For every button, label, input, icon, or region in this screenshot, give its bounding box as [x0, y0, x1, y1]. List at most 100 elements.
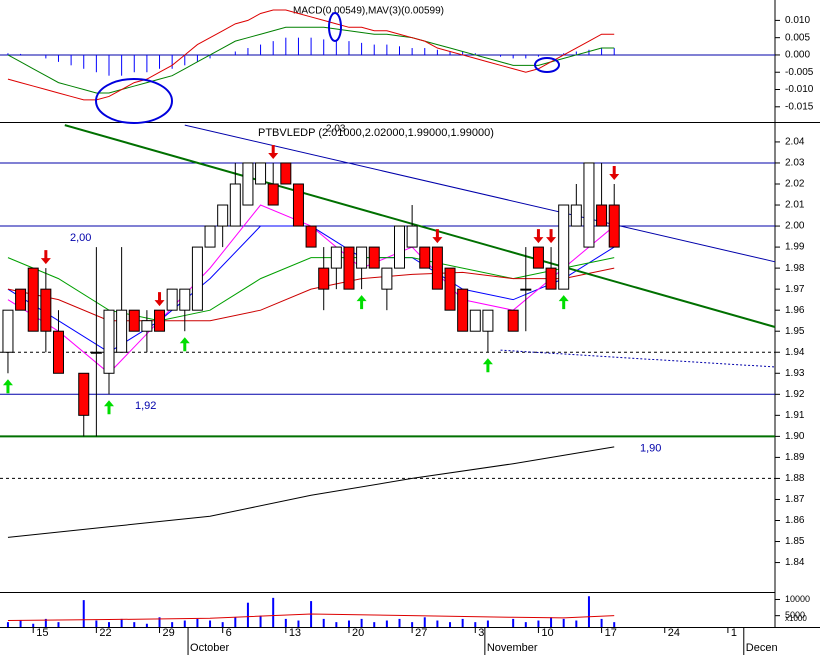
candle-body	[419, 246, 431, 269]
sell-arrow	[533, 229, 544, 244]
x-tick-label: 20	[352, 627, 364, 639]
candle-body	[255, 162, 267, 185]
chart-title: PTBVLEDP (2.01000,2.02000,1.99000,1.9900…	[258, 127, 494, 139]
y-tick-label: 2.00	[785, 221, 805, 232]
y-tick-label: 1.91	[785, 410, 805, 421]
y-tick-label: 1.95	[785, 326, 805, 337]
y-tick-label: 1.92	[785, 389, 805, 400]
level-label: 1,90	[640, 442, 661, 454]
plot-area: 2.04 2.03 2.02 2.01 2.00 1.99 1.98 1.97 1.96 1.95…	[0, 9, 814, 655]
candle-body	[280, 162, 292, 185]
trend-line	[64, 124, 776, 328]
buy-arrow	[482, 358, 493, 373]
sell-arrow	[546, 229, 557, 244]
y-tick-label: 2.01	[785, 200, 805, 211]
buy-arrow	[356, 295, 367, 310]
trend-line	[500, 349, 776, 368]
highlight-ellipse	[95, 78, 173, 124]
y-tick-label: 1.99	[785, 242, 805, 253]
trend-line	[184, 124, 776, 263]
y-tick-label: 5000	[785, 610, 805, 620]
buy-arrow	[2, 379, 13, 394]
y-tick-label: -0.015	[785, 101, 814, 112]
x-tick-label: 27	[415, 627, 427, 639]
buy-arrow	[558, 295, 569, 310]
month-label: Decen	[746, 642, 778, 654]
sell-arrow	[609, 165, 620, 180]
y-tick-label: 1.84	[785, 557, 805, 568]
candle-body	[583, 162, 595, 248]
candle-body	[52, 330, 64, 374]
candle-body	[393, 225, 405, 269]
candle-body	[204, 225, 216, 248]
candle-body	[267, 183, 279, 206]
buy-arrow	[179, 337, 190, 352]
sell-arrow	[268, 144, 279, 159]
candle-body	[305, 225, 317, 248]
candle-body	[154, 309, 166, 332]
macd-line	[7, 26, 615, 94]
candle-body	[27, 267, 39, 332]
sell-arrow	[154, 292, 165, 307]
candle-body	[507, 309, 519, 332]
y-tick-label: 1.88	[785, 473, 805, 484]
y-tick-label: 1.96	[785, 305, 805, 316]
moving-average	[7, 446, 615, 538]
x-tick-label: 10	[541, 627, 553, 639]
x-tick-label: 13	[289, 627, 301, 639]
y-tick-label: 1.87	[785, 494, 805, 505]
y-tick-label: 10000	[785, 594, 810, 604]
x-tick-label: 15	[36, 627, 48, 639]
candle-body	[520, 288, 532, 291]
candle-body	[217, 204, 229, 227]
candle-body	[469, 309, 481, 332]
candle-body	[545, 267, 557, 290]
candle-body	[431, 246, 443, 290]
candle-body	[242, 162, 254, 206]
candle-body	[368, 246, 380, 269]
x-tick-label: 6	[226, 627, 232, 639]
month-label: November	[487, 642, 538, 654]
buy-arrow	[104, 400, 115, 415]
macd-line	[7, 9, 615, 101]
volume-ma	[7, 613, 615, 622]
sell-arrow	[432, 229, 443, 244]
candle-body	[292, 183, 304, 227]
candle-body	[356, 246, 368, 269]
volume-unit: x1000	[785, 614, 807, 623]
peak-label: 2.03	[326, 124, 346, 135]
y-tick-label: 0.010	[785, 15, 810, 26]
candle-body	[558, 204, 570, 290]
candle-body	[343, 246, 355, 290]
candle-body	[15, 288, 27, 311]
y-tick-label: 1.98	[785, 263, 805, 274]
candle-body	[128, 309, 140, 332]
highlight-ellipse	[534, 57, 560, 73]
x-tick-label: 1	[731, 627, 737, 639]
highlight-ellipse	[328, 12, 342, 42]
candle-body	[166, 288, 178, 311]
candle-body	[608, 204, 620, 248]
candle-body	[457, 288, 469, 332]
candle-body	[570, 204, 582, 227]
sell-arrow	[40, 250, 51, 265]
y-tick-label: 2.03	[785, 158, 805, 169]
candle-body	[103, 309, 115, 374]
y-tick-label: 1.93	[785, 368, 805, 379]
x-tick-label: 17	[605, 627, 617, 639]
candle-body	[90, 351, 102, 354]
y-tick-label: 1.94	[785, 347, 805, 358]
candle-body	[179, 288, 191, 311]
x-tick-label: 29	[163, 627, 175, 639]
y-tick-label: 1.86	[785, 515, 805, 526]
x-tick-label: 24	[668, 627, 680, 639]
y-tick-label: 2.02	[785, 179, 805, 190]
candle-body	[406, 225, 418, 248]
y-tick-label: 2.04	[785, 137, 805, 148]
macd-title: MACD(0.00549),MAV(3)(0.00599)	[293, 6, 444, 17]
candle-body	[330, 246, 342, 269]
y-tick-label: 1.90	[785, 431, 805, 442]
y-tick-label: 1.89	[785, 452, 805, 463]
candle-body	[191, 246, 203, 311]
candle-body	[596, 204, 608, 227]
